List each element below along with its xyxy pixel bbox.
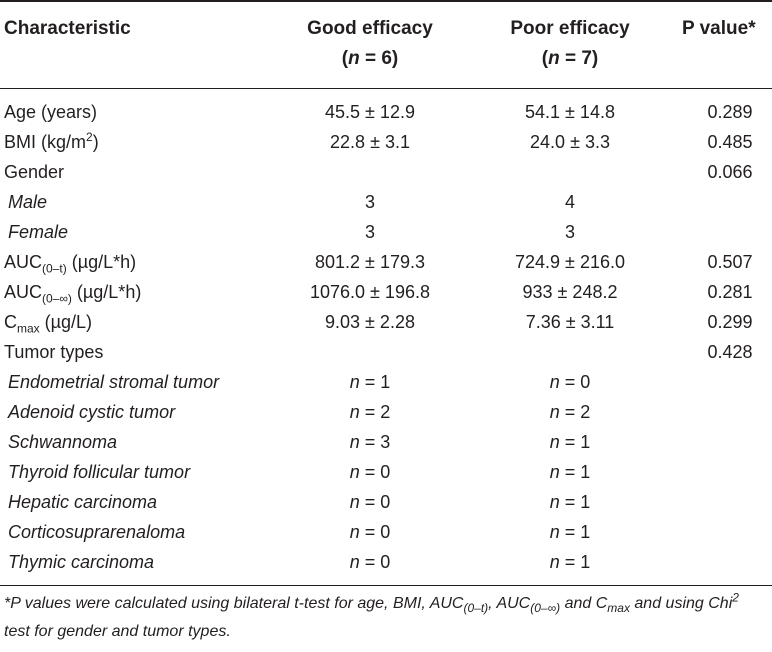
p-value: 0.485 [707, 132, 753, 152]
table-row-cmax: Cmax (µg/L) 9.03 ± 2.28 7.36 ± 3.11 0.29… [0, 307, 772, 337]
header-poor-n: (n = 7) [541, 48, 599, 69]
header-pvalue: P value* [682, 18, 756, 39]
row-label: Cmax (µg/L) [4, 312, 93, 336]
good-value: 1076.0 ± 196.8 [310, 282, 430, 302]
row-label: Gender [4, 162, 65, 182]
poor-value: 24.0 ± 3.3 [530, 132, 610, 152]
row-label: AUC(0–∞) (µg/L*h) [4, 282, 142, 306]
p-value: 0.299 [707, 312, 753, 332]
poor-value: 4 [564, 192, 575, 212]
table-row-tumor: Hepatic carcinoma n = 0 n = 1 [0, 487, 772, 517]
header-characteristic: Characteristic [4, 18, 131, 39]
good-value: 801.2 ± 179.3 [315, 252, 425, 272]
table-row-bmi: BMI (kg/m2) 22.8 ± 3.1 24.0 ± 3.3 0.485 [0, 127, 772, 157]
good-value: n = 3 [349, 432, 391, 452]
poor-value: n = 1 [549, 552, 591, 572]
header-good-label: Good efficacy [307, 18, 433, 39]
header-poor-efficacy: Poor efficacy (n = 7) [470, 14, 670, 74]
table-row-tumor: Thymic carcinoma n = 0 n = 1 [0, 547, 772, 577]
poor-value: 3 [564, 222, 575, 242]
table-row-female: Female 3 3 [0, 217, 772, 247]
p-value: 0.507 [707, 252, 753, 272]
table-row-auc-0t: AUC(0–t) (µg/L*h) 801.2 ± 179.3 724.9 ± … [0, 247, 772, 277]
row-label: Corticosuprarenaloma [8, 522, 186, 542]
table-footnote: *P values were calculated using bilatera… [4, 590, 739, 640]
table-row-tumor: Adenoid cystic tumor n = 2 n = 2 [0, 397, 772, 427]
header-good-efficacy: Good efficacy (n = 6) [270, 14, 470, 74]
table-row-tumor-types: Tumor types 0.428 [0, 337, 772, 367]
header-good-n: (n = 6) [341, 48, 399, 69]
table-row-auc-0inf: AUC(0–∞) (µg/L*h) 1076.0 ± 196.8 933 ± 2… [0, 277, 772, 307]
poor-value: 7.36 ± 3.11 [525, 312, 615, 332]
row-label: Thyroid follicular tumor [8, 462, 191, 482]
header-good-n-symbol: n [348, 48, 360, 69]
table-row-tumor: Corticosuprarenaloma n = 0 n = 1 [0, 517, 772, 547]
poor-value: n = 1 [549, 522, 591, 542]
good-value: n = 0 [349, 492, 391, 512]
p-value: 0.066 [707, 162, 753, 182]
poor-value: n = 2 [549, 402, 591, 422]
good-value: n = 0 [349, 552, 391, 572]
poor-value: n = 0 [549, 372, 591, 392]
row-label: AUC(0–t) (µg/L*h) [4, 252, 137, 276]
poor-value: n = 1 [549, 492, 591, 512]
table-row-tumor: Endometrial stromal tumor n = 1 n = 0 [0, 367, 772, 397]
poor-value: 54.1 ± 14.8 [525, 102, 615, 122]
row-label: Adenoid cystic tumor [8, 402, 176, 422]
poor-value: 933 ± 248.2 [522, 282, 618, 302]
p-value: 0.281 [707, 282, 753, 302]
good-value: n = 0 [349, 522, 391, 542]
header-rule [0, 88, 772, 89]
row-label: Tumor types [4, 342, 104, 362]
table-row-age: Age (years) 45.5 ± 12.9 54.1 ± 14.8 0.28… [0, 97, 772, 127]
poor-value: n = 1 [549, 432, 591, 452]
row-label: Schwannoma [8, 432, 118, 452]
table-bottom-rule [0, 585, 772, 586]
good-value: 3 [364, 192, 375, 212]
header-good-n-value: = 6) [359, 48, 399, 69]
row-label: Thymic carcinoma [8, 552, 155, 572]
row-label: Age (years) [4, 102, 98, 122]
good-value: 45.5 ± 12.9 [325, 102, 415, 122]
table-row-tumor: Schwannoma n = 3 n = 1 [0, 427, 772, 457]
good-value: n = 0 [349, 462, 391, 482]
good-value: 3 [364, 222, 375, 242]
row-label: BMI (kg/m2) [4, 130, 99, 152]
table-row-gender: Gender 0.066 [0, 157, 772, 187]
header-poor-n-symbol: n [548, 48, 560, 69]
row-label: Male [8, 192, 48, 212]
row-label: Female [8, 222, 69, 242]
good-value: n = 1 [349, 372, 391, 392]
header-poor-n-value: = 7) [559, 48, 599, 69]
good-value: n = 2 [349, 402, 391, 422]
poor-value: 724.9 ± 216.0 [515, 252, 625, 272]
poor-value: n = 1 [549, 462, 591, 482]
table-row-tumor: Thyroid follicular tumor n = 0 n = 1 [0, 457, 772, 487]
row-label: Hepatic carcinoma [8, 492, 158, 512]
good-value: 9.03 ± 2.28 [325, 312, 415, 332]
p-value: 0.289 [707, 102, 753, 122]
row-label: Endometrial stromal tumor [8, 372, 220, 392]
header-poor-label: Poor efficacy [510, 18, 630, 39]
good-value: 22.8 ± 3.1 [330, 132, 410, 152]
table-row-male: Male 3 4 [0, 187, 772, 217]
table-top-rule [0, 0, 772, 2]
p-value: 0.428 [707, 342, 753, 362]
